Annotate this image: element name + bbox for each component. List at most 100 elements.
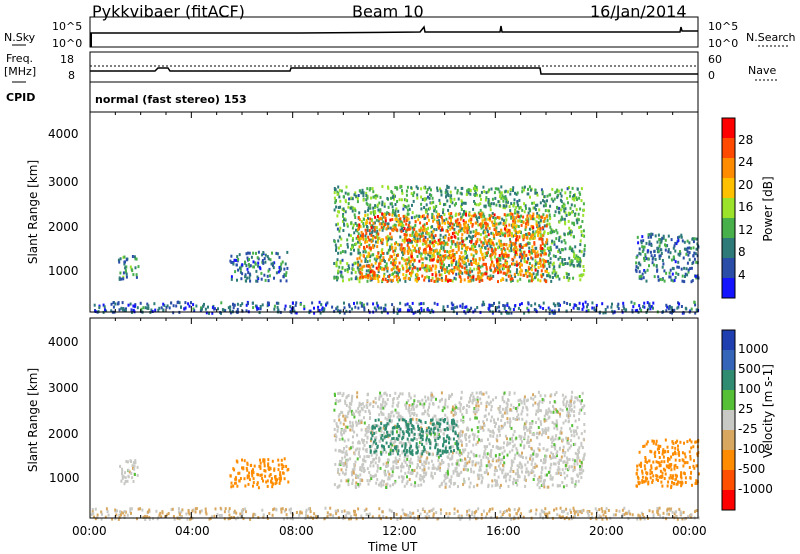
heatmap-cell [519, 219, 521, 223]
heatmap-cell [659, 254, 662, 258]
heatmap-cell [365, 275, 368, 279]
heatmap-cell [439, 242, 442, 246]
heatmap-cell [430, 248, 433, 251]
heatmap-cell [445, 472, 448, 475]
heatmap-cell [434, 279, 437, 283]
heatmap-cell [494, 187, 497, 191]
heatmap-cell [442, 308, 445, 312]
heatmap-cell [519, 265, 521, 269]
heatmap-cell [471, 247, 474, 251]
heatmap-cell [471, 401, 474, 405]
heatmap-cell [610, 305, 613, 309]
heatmap-cell [407, 241, 410, 245]
heatmap-cell [339, 261, 342, 265]
heatmap-cell [256, 256, 259, 260]
heatmap-cell [634, 268, 637, 272]
heatmap-cell [507, 228, 510, 232]
heatmap-cell [483, 422, 485, 426]
heatmap-cell [392, 272, 395, 276]
heatmap-cell [547, 246, 550, 250]
heatmap-cell [475, 185, 478, 189]
heatmap-cell [360, 259, 363, 263]
heatmap-cell [525, 222, 527, 226]
heatmap-cell [490, 239, 493, 242]
heatmap-cell [664, 248, 667, 252]
heatmap-cell [544, 279, 547, 283]
heatmap-cell [392, 249, 395, 253]
heatmap-cell [392, 208, 394, 212]
heatmap-cell [427, 431, 430, 435]
heatmap-cell [401, 450, 404, 454]
heatmap-cell [528, 279, 530, 283]
heatmap-cell [539, 227, 542, 231]
heatmap-cell [455, 219, 457, 223]
heatmap-cell [664, 244, 667, 248]
heatmap-cell [390, 243, 393, 247]
heatmap-cell [363, 306, 366, 310]
heatmap-cell [421, 228, 424, 232]
heatmap-cell [579, 278, 582, 282]
heatmap-cell [273, 467, 276, 471]
heatmap-cell [425, 257, 428, 261]
heatmap-cell [594, 308, 597, 312]
heatmap-cell [390, 196, 392, 200]
heatmap-cell [425, 251, 428, 255]
heatmap-cell [536, 272, 539, 276]
heatmap-cell [354, 243, 357, 246]
heatmap-cell [375, 453, 378, 457]
heatmap-cell [545, 224, 548, 228]
heatmap-cell [408, 309, 411, 313]
heatmap-cell [270, 477, 273, 481]
heatmap-cell [430, 225, 432, 229]
heatmap-cell [530, 275, 533, 279]
heatmap-cell [523, 185, 526, 189]
heatmap-cell [602, 311, 605, 315]
heatmap-cell [98, 306, 101, 310]
heatmap-cell [454, 467, 457, 471]
heatmap-cell [543, 414, 546, 418]
heatmap-cell [518, 244, 521, 248]
heatmap-cell [373, 270, 376, 274]
heatmap-cell [497, 269, 499, 272]
heatmap-cell [633, 302, 636, 306]
heatmap-cell [539, 244, 542, 248]
heatmap-cell [487, 464, 489, 468]
heatmap-cell [504, 195, 507, 199]
heatmap-cell [259, 307, 262, 311]
heatmap-cell [267, 458, 270, 462]
heatmap-cell [376, 304, 379, 308]
heatmap-cell [475, 277, 478, 281]
heatmap-cell [498, 190, 501, 194]
heatmap-cell [492, 445, 494, 448]
heatmap-cell [120, 306, 123, 310]
heatmap-cell [393, 211, 396, 215]
heatmap-cell [388, 248, 391, 252]
heatmap-cell [349, 428, 352, 432]
heatmap-cell [492, 431, 495, 435]
heatmap-cell [392, 224, 395, 228]
heatmap-cell [408, 261, 410, 264]
heatmap-cell [511, 257, 514, 261]
heatmap-cell [518, 235, 521, 239]
heatmap-cell [342, 207, 345, 211]
heatmap-cell [422, 238, 425, 242]
heatmap-cell [636, 308, 639, 312]
heatmap-cell [418, 302, 421, 306]
heatmap-cell [404, 460, 407, 464]
heatmap-cell [421, 274, 424, 278]
heatmap-cell [686, 250, 689, 254]
heatmap-cell [511, 222, 514, 226]
heatmap-cell [656, 246, 659, 250]
heatmap-cell [335, 261, 338, 265]
heatmap-cell [380, 216, 382, 220]
heatmap-cell [545, 214, 548, 218]
heatmap-cell [261, 303, 264, 307]
heatmap-cell [400, 198, 403, 202]
heatmap-cell [405, 273, 408, 277]
heatmap-cell [567, 442, 570, 446]
heatmap-cell [526, 413, 529, 417]
heatmap-cell [526, 306, 529, 310]
heatmap-cell [241, 466, 243, 470]
heatmap-cell [424, 264, 427, 268]
heatmap-cell [684, 272, 687, 276]
